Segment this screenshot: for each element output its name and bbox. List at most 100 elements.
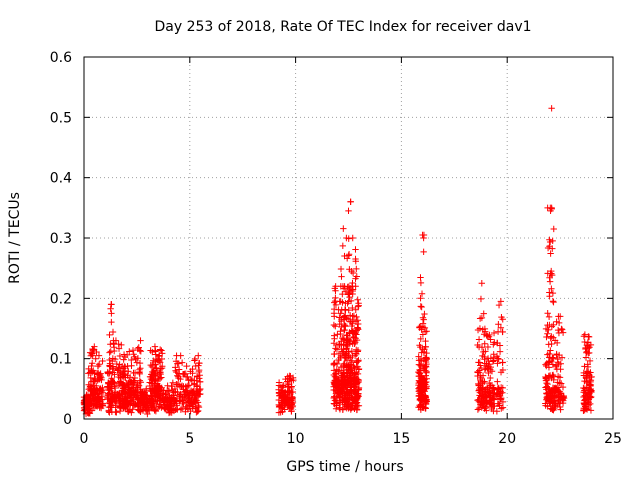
data-point: [352, 387, 360, 395]
x-tick-label: 15: [392, 431, 410, 447]
data-point: [330, 400, 338, 407]
data-point: [109, 328, 117, 336]
data-point: [487, 336, 494, 343]
data-point: [167, 403, 174, 410]
data-point: [180, 400, 187, 408]
data-point: [124, 400, 131, 407]
data-point: [107, 402, 114, 410]
data-point: [346, 286, 353, 294]
data-point: [418, 349, 425, 356]
data-point: [499, 328, 506, 336]
data-point: [132, 355, 139, 363]
data-point: [587, 382, 594, 390]
data-point: [90, 404, 98, 412]
data-point: [549, 355, 556, 362]
data-point: [118, 341, 125, 349]
data-point: [416, 393, 423, 400]
data-point: [337, 310, 344, 317]
data-point: [185, 395, 193, 403]
data-point: [352, 255, 359, 263]
data-point: [421, 310, 428, 318]
data-point: [494, 355, 502, 362]
data-point: [97, 370, 104, 377]
data-point: [195, 352, 202, 359]
data-point: [107, 305, 114, 312]
data-point: [580, 405, 587, 412]
data-point: [178, 382, 186, 389]
data-point: [87, 391, 95, 398]
data-point: [354, 402, 361, 409]
data-point: [341, 401, 349, 409]
data-point: [159, 350, 166, 357]
data-point: [107, 341, 114, 348]
data-point: [552, 362, 560, 369]
data-point: [335, 384, 343, 392]
data-point: [333, 346, 341, 353]
data-point: [558, 325, 565, 333]
data-point: [581, 377, 588, 385]
data-point: [475, 380, 482, 388]
data-point: [494, 386, 502, 393]
data-point: [344, 332, 351, 339]
data-point: [495, 355, 502, 363]
data-point: [340, 336, 347, 343]
data-point: [545, 341, 552, 348]
data-point: [351, 352, 359, 359]
data-point: [288, 394, 296, 402]
data-point: [353, 336, 361, 344]
data-point: [185, 382, 193, 389]
data-point: [474, 396, 482, 404]
data-point: [349, 234, 356, 242]
data-point: [555, 351, 563, 359]
x-tick-label: 25: [604, 431, 622, 447]
data-point: [133, 359, 141, 366]
data-point: [99, 402, 107, 409]
data-point: [352, 318, 360, 325]
data-point: [550, 225, 557, 233]
data-point: [108, 301, 115, 308]
data-point: [337, 298, 344, 305]
data-point: [178, 359, 186, 366]
data-point: [482, 362, 490, 370]
data-point: [583, 349, 590, 356]
data-point: [342, 312, 349, 319]
data-point: [480, 348, 487, 356]
data-point: [490, 341, 497, 348]
data-point: [354, 296, 361, 303]
data-point: [542, 402, 549, 409]
data-point: [475, 398, 483, 405]
data-point: [149, 361, 156, 369]
data-point: [545, 395, 553, 402]
data-point: [285, 396, 292, 403]
data-point: [542, 384, 549, 391]
data-point: [340, 369, 347, 376]
data-point: [582, 392, 590, 400]
data-point: [113, 360, 120, 368]
data-point: [91, 378, 98, 385]
data-point: [496, 348, 504, 355]
data-point: [331, 335, 338, 342]
data-point: [99, 357, 106, 365]
data-point: [129, 347, 137, 354]
data-point: [348, 380, 355, 388]
data-point: [337, 328, 344, 335]
data-point: [172, 406, 179, 414]
data-point: [168, 383, 175, 390]
data-point: [549, 237, 556, 245]
data-points: [80, 105, 595, 418]
data-point: [108, 394, 116, 402]
data-point: [156, 359, 164, 366]
data-point: [547, 347, 554, 354]
data-point: [156, 346, 164, 353]
data-point: [194, 408, 201, 415]
x-tick-label: 5: [185, 431, 194, 447]
data-point: [289, 374, 297, 382]
data-point: [175, 360, 182, 367]
data-point: [94, 403, 101, 410]
data-point: [275, 379, 283, 386]
data-point: [543, 362, 550, 370]
data-point: [130, 377, 138, 384]
data-point: [282, 375, 289, 383]
data-point: [120, 365, 127, 372]
x-tick-label: 10: [287, 431, 305, 447]
